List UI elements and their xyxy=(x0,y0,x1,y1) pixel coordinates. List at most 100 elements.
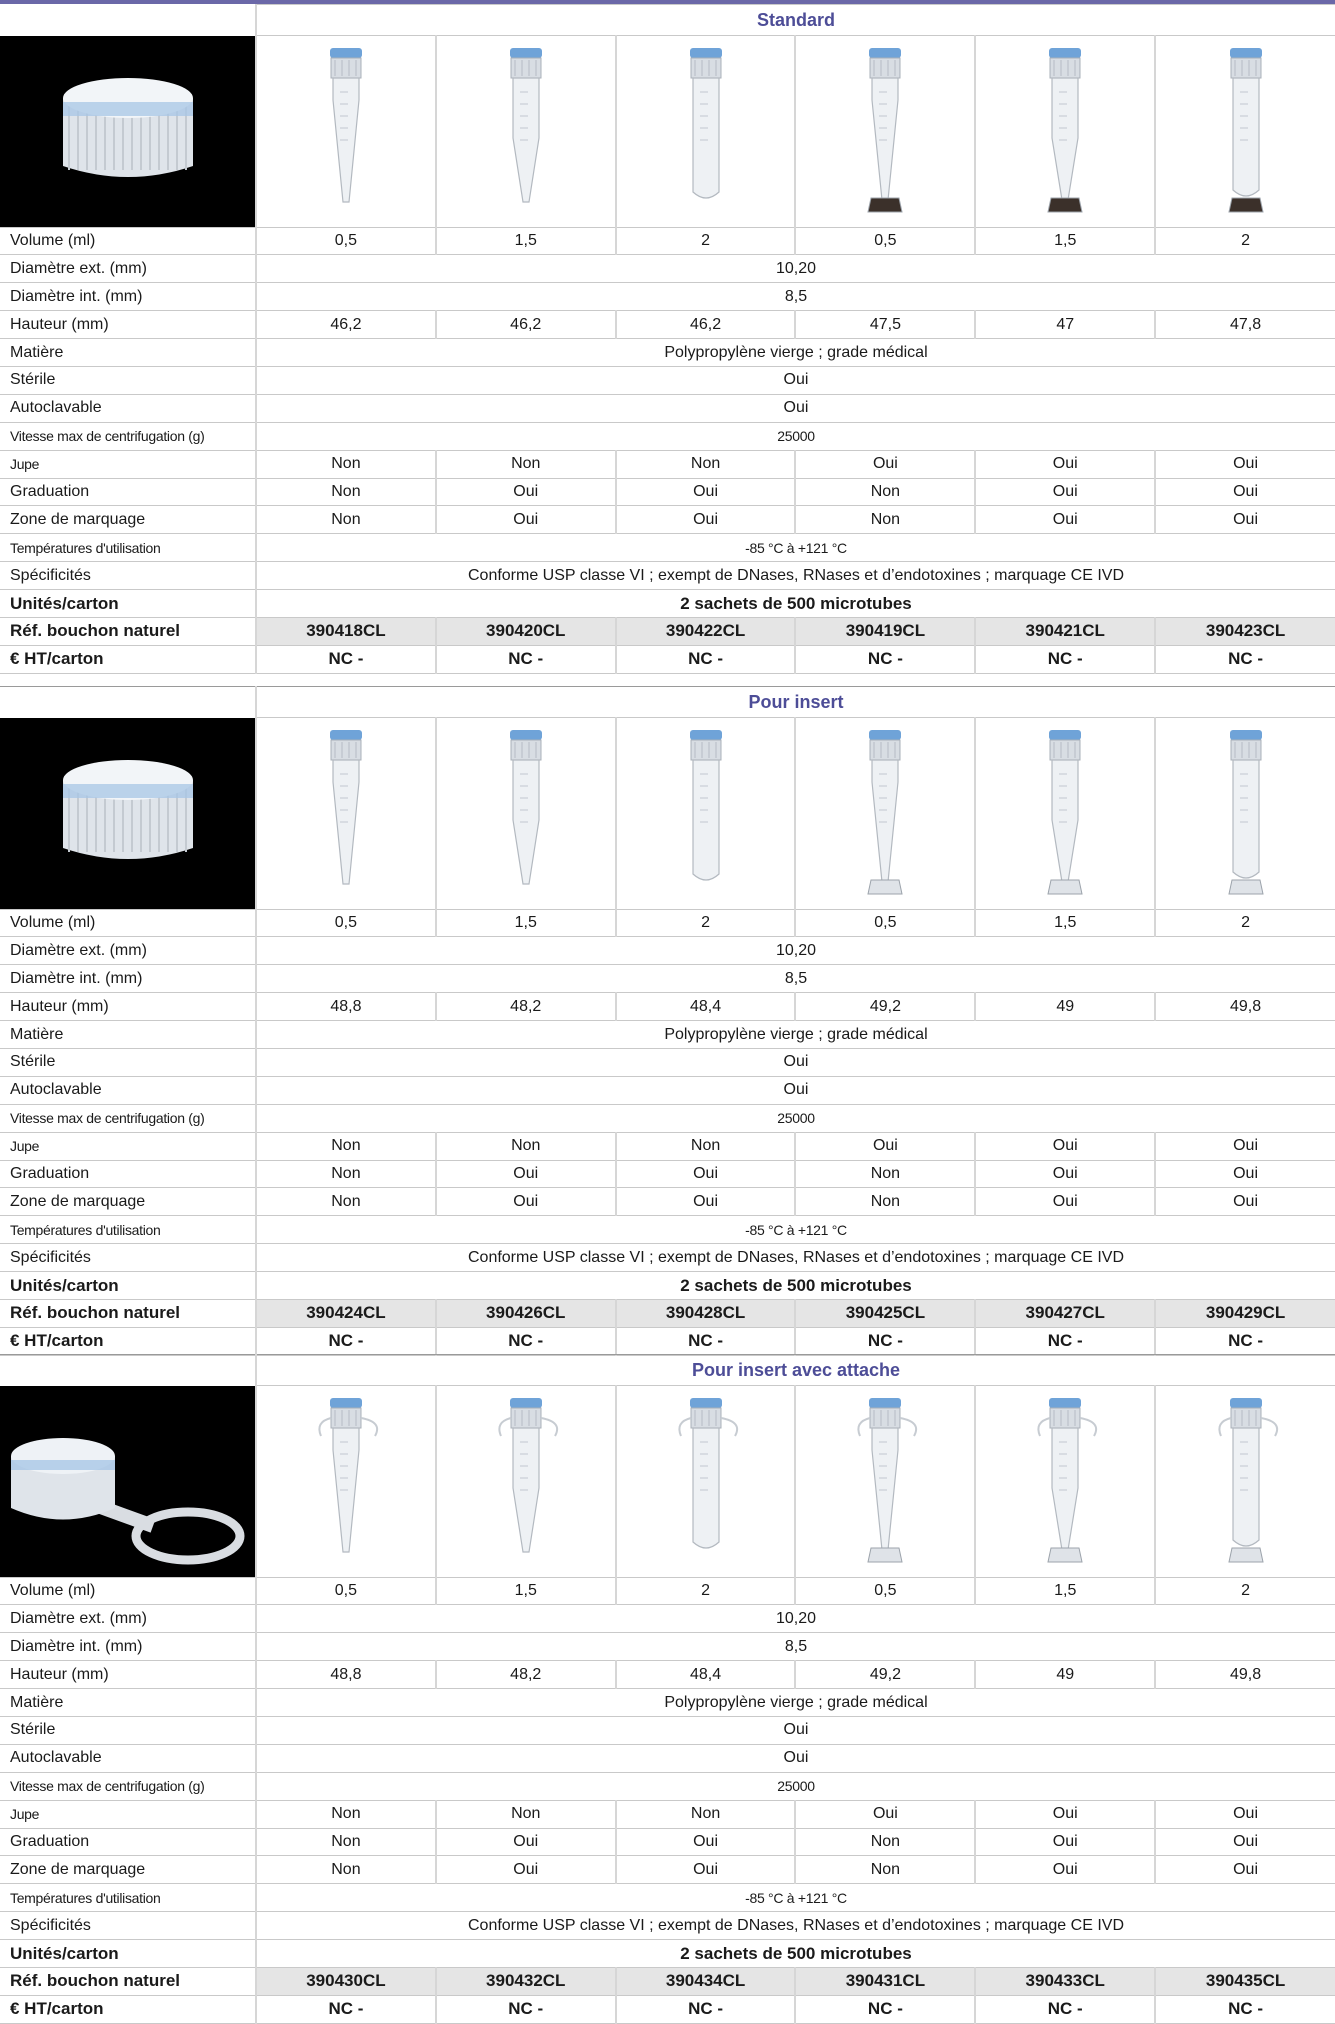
cell-sterile: Oui xyxy=(255,1048,1335,1077)
cell-volume: 1,5 xyxy=(974,227,1156,256)
row-label: Unités/carton xyxy=(0,1939,256,1968)
cell-volume: 0,5 xyxy=(255,909,436,938)
cell-jupe: Non xyxy=(614,1800,796,1829)
row-label: Unités/carton xyxy=(0,1271,256,1300)
cell-ref: 390426CL xyxy=(434,1299,616,1328)
row-hauteur: Hauteur (mm) 48,8 48,2 48,4 49,2 49 49,8 xyxy=(0,1660,1335,1690)
cell-jupe: Non xyxy=(434,1800,616,1829)
cell-matiere: Polypropylène vierge ; grade médical xyxy=(255,338,1335,367)
row-hauteur: Hauteur (mm) 46,2 46,2 46,2 47,5 47 47,8 xyxy=(0,310,1335,340)
cell-zone: Oui xyxy=(434,505,616,535)
row-hauteur: Hauteur (mm) 48,8 48,2 48,4 49,2 49 49,8 xyxy=(0,992,1335,1022)
row-specificites: Spécificités Conforme USP classe VI ; exe… xyxy=(0,561,1335,591)
cell-volume: 0,5 xyxy=(794,227,976,256)
section-title-row: Pour insert xyxy=(0,686,1335,718)
row-label: € HT/carton xyxy=(0,1995,256,2024)
cell-jupe: Non xyxy=(255,450,436,479)
cell-graduation: Oui xyxy=(434,478,616,507)
cell-zone: Non xyxy=(255,505,436,535)
cell-prix: NC - xyxy=(614,1995,796,2024)
cell-temperatures: -85 °C à +121 °C xyxy=(255,1883,1335,1913)
cell-specificites: Conforme USP classe VI ; exempt de DNase… xyxy=(255,561,1335,591)
cell-ref: 390424CL xyxy=(255,1299,436,1328)
row-label: Jupe xyxy=(0,450,256,479)
cell-hauteur: 49,2 xyxy=(794,992,976,1022)
cell-graduation: Oui xyxy=(614,1828,796,1857)
tube-image xyxy=(614,717,796,910)
microtube-icon xyxy=(847,1396,923,1573)
tube-image xyxy=(255,35,436,228)
cell-hauteur: 48,2 xyxy=(434,1660,616,1690)
row-jupe: Jupe Non Non Non Oui Oui Oui xyxy=(0,1132,1335,1161)
row-sterile: Stérile Oui xyxy=(0,1048,1335,1077)
cell-graduation: Non xyxy=(794,1828,976,1857)
cell-graduation: Non xyxy=(255,478,436,507)
cell-diam_ext: 10,20 xyxy=(255,254,1335,284)
microtube-icon xyxy=(1208,46,1284,223)
tube-image xyxy=(255,1385,436,1578)
cell-volume: 1,5 xyxy=(974,1577,1156,1606)
microtube-icon xyxy=(1027,1396,1103,1573)
cell-zone: Oui xyxy=(1154,505,1335,535)
row-diam_int: Diamètre int. (mm) 8,5 xyxy=(0,964,1335,994)
cell-jupe: Oui xyxy=(1154,1800,1335,1829)
cell-volume: 0,5 xyxy=(794,1577,976,1606)
cell-hauteur: 48,8 xyxy=(255,992,436,1022)
row-label: Diamètre int. (mm) xyxy=(0,964,256,994)
cell-ref: 390431CL xyxy=(794,1967,976,1996)
cell-sterile: Oui xyxy=(255,1716,1335,1745)
microtube-icon xyxy=(847,728,923,905)
cell-volume: 2 xyxy=(1154,909,1335,938)
cell-ref: 390429CL xyxy=(1154,1299,1335,1328)
row-graduation: Graduation Non Oui Oui Non Oui Oui xyxy=(0,1828,1335,1857)
row-label: Diamètre ext. (mm) xyxy=(0,1604,256,1634)
cell-vitesse: 25000 xyxy=(255,422,1335,451)
microtube-icon xyxy=(847,46,923,223)
row-label: Graduation xyxy=(0,1828,256,1857)
row-prix: € HT/carton NC - NC - NC - NC - NC - NC - xyxy=(0,1995,1335,2024)
row-unites: Unités/carton 2 sachets de 500 microtubes xyxy=(0,1271,1335,1300)
row-zone: Zone de marquage Non Oui Oui Non Oui Oui xyxy=(0,1855,1335,1885)
row-matiere: Matière Polypropylène vierge ; grade médi… xyxy=(0,1688,1335,1717)
cell-ref: 390425CL xyxy=(794,1299,976,1328)
row-label: Stérile xyxy=(0,1048,256,1077)
cell-specificites: Conforme USP classe VI ; exempt de DNase… xyxy=(255,1243,1335,1273)
tube-image xyxy=(614,35,796,228)
cell-volume: 2 xyxy=(614,1577,796,1606)
cell-zone: Non xyxy=(255,1187,436,1217)
microtube-icon xyxy=(488,1396,564,1565)
cell-zone: Oui xyxy=(614,1187,796,1217)
cell-ref: 390433CL xyxy=(974,1967,1156,1996)
row-label: Réf. bouchon naturel xyxy=(0,617,256,646)
cell-zone: Oui xyxy=(1154,1855,1335,1885)
cell-autoclavable: Oui xyxy=(255,1744,1335,1773)
cell-hauteur: 48,8 xyxy=(255,1660,436,1690)
cell-hauteur: 49,8 xyxy=(1154,992,1335,1022)
cell-volume: 1,5 xyxy=(974,909,1156,938)
cap-image xyxy=(0,717,256,910)
cell-graduation: Oui xyxy=(614,478,796,507)
row-label: Hauteur (mm) xyxy=(0,992,256,1022)
tube-image xyxy=(434,35,616,228)
cell-ref: 390419CL xyxy=(794,617,976,646)
row-temperatures: Températures d'utilisation -85 °C à +121 … xyxy=(0,1883,1335,1913)
cell-prix: NC - xyxy=(1154,1995,1335,2024)
cell-jupe: Oui xyxy=(1154,1132,1335,1161)
cell-jupe: Non xyxy=(614,450,796,479)
cell-vitesse: 25000 xyxy=(255,1104,1335,1133)
row-label: Jupe xyxy=(0,1132,256,1161)
row-diam_int: Diamètre int. (mm) 8,5 xyxy=(0,1632,1335,1662)
cell-zone: Oui xyxy=(974,505,1156,535)
tube-image xyxy=(434,1385,616,1578)
cell-prix: NC - xyxy=(1154,645,1335,674)
cell-hauteur: 47,5 xyxy=(794,310,976,340)
cell-graduation: Non xyxy=(794,478,976,507)
cell-ref: 390420CL xyxy=(434,617,616,646)
row-label: Volume (ml) xyxy=(0,1577,256,1606)
microtube-icon xyxy=(668,728,744,897)
cell-ref: 390430CL xyxy=(255,1967,436,1996)
cell-prix: NC - xyxy=(974,645,1156,674)
cell-zone: Non xyxy=(255,1855,436,1885)
cell-jupe: Oui xyxy=(794,450,976,479)
row-graduation: Graduation Non Oui Oui Non Oui Oui xyxy=(0,1160,1335,1189)
